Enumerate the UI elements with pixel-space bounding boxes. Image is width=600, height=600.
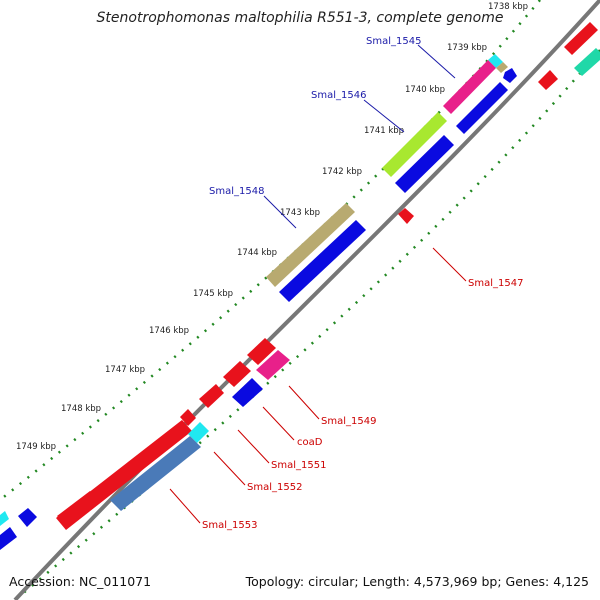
gene-feature-blue-1548[interactable]: [279, 220, 366, 302]
gene-label-smal-1546[interactable]: Smal_1546: [311, 90, 366, 101]
gene-label-smal-1552[interactable]: Smal_1552: [247, 482, 302, 493]
gene-feature-smal-1547[interactable]: [398, 208, 414, 224]
kbp-label: 1742 kbp: [322, 167, 362, 177]
kbp-labels: 1738 kbp 1739 kbp 1740 kbp 1741 kbp 1742…: [16, 2, 528, 452]
gene-feature-red-coad-upper[interactable]: [199, 384, 224, 408]
gene-feature-blue-1547-upper[interactable]: [395, 135, 454, 193]
kbp-label: 1747 kbp: [105, 365, 145, 375]
kbp-label: 1741 kbp: [364, 126, 404, 136]
gene-label-smal-1545[interactable]: Smal_1545: [366, 36, 421, 47]
gene-label-coad[interactable]: coaD: [297, 437, 323, 448]
forward-strand-features: [56, 22, 600, 530]
map-title: Stenotrophomonas maltophilia R551-3, com…: [97, 10, 504, 26]
reverse-strand-features: [0, 68, 558, 550]
gene-feature-red-lower-left[interactable]: [57, 491, 101, 527]
kbp-label: 1745 kbp: [193, 289, 233, 299]
gene-label-smal-1549[interactable]: Smal_1549: [321, 416, 376, 427]
gene-feature-smal-1546[interactable]: [382, 112, 447, 177]
gene-label-smal-1548[interactable]: Smal_1548: [209, 186, 264, 197]
gene-feature-red-1549b[interactable]: [223, 361, 251, 387]
gene-feature-blue-1545[interactable]: [503, 68, 517, 83]
gene-feature-smal-1549[interactable]: [256, 350, 290, 380]
genome-summary-text: Topology: circular; Length: 4,573,969 bp…: [245, 574, 589, 589]
label-leaders-blue: [263, 44, 456, 229]
kbp-label: 1739 kbp: [447, 43, 487, 53]
kbp-label: 1749 kbp: [16, 442, 56, 452]
gene-label-smal-1553[interactable]: Smal_1553: [202, 520, 257, 531]
kbp-label: 1744 kbp: [237, 248, 277, 258]
gene-feature-red-far-reverse[interactable]: [538, 70, 558, 90]
gene-feature-smal-1548[interactable]: [266, 203, 355, 287]
gene-feature-blue-edge[interactable]: [0, 527, 17, 550]
gene-feature-red-1549a[interactable]: [247, 338, 276, 365]
accession-text: Accession: NC_011071: [9, 574, 151, 589]
kbp-label: 1746 kbp: [149, 326, 189, 336]
gene-label-smal-1547[interactable]: Smal_1547: [468, 278, 523, 289]
genome-backbone: [13, 0, 600, 600]
kbp-label: 1738 kbp: [488, 2, 528, 12]
kbp-label: 1740 kbp: [405, 85, 445, 95]
gene-feature-smal-1551[interactable]: [188, 422, 209, 443]
label-leaders-red: [169, 247, 467, 524]
inner-tick-track: [14, 49, 600, 600]
gene-feature-cyan-lower-left[interactable]: [0, 511, 9, 526]
gene-feature-red-small-1551[interactable]: [180, 409, 196, 426]
gene-feature-smal-1552[interactable]: [110, 436, 201, 511]
kbp-label: 1748 kbp: [61, 404, 101, 414]
gene-feature-khaki-small[interactable]: [496, 62, 508, 73]
gene-feature-smal-1545[interactable]: [443, 60, 496, 114]
gene-label-smal-1551[interactable]: Smal_1551: [271, 460, 326, 471]
gene-feature-blue-lower-left[interactable]: [18, 508, 37, 527]
gene-feature-coad[interactable]: [232, 378, 263, 407]
gene-feature-teal-far[interactable]: [574, 48, 600, 76]
gene-feature-red-far[interactable]: [564, 22, 598, 55]
gene-feature-blue-1546[interactable]: [456, 82, 508, 134]
kbp-label: 1743 kbp: [280, 208, 320, 218]
gene-feature-smal-1545-cyan[interactable]: [488, 54, 503, 68]
